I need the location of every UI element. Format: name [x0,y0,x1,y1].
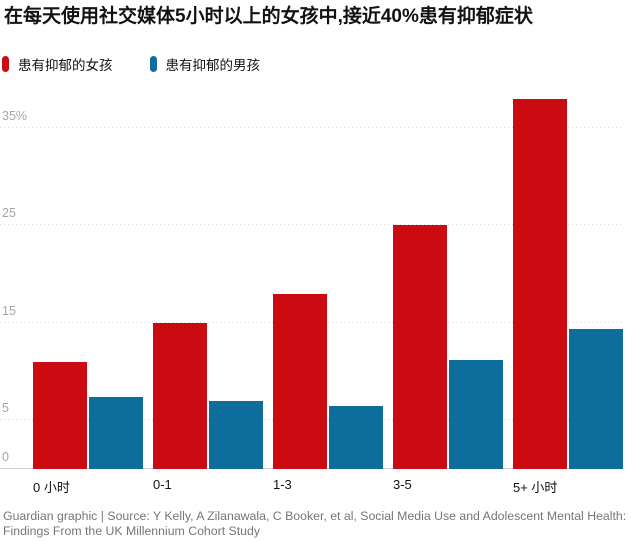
y-tick-label: 5 [2,401,9,416]
x-tick-label: 3-5 [393,477,412,492]
bar-girls [513,98,567,469]
bar-boys [569,328,623,469]
x-tick-label: 0 小时 [33,480,70,495]
bar-girls [33,361,87,469]
y-tick-label: 35% [2,109,28,123]
bar-girls [153,322,207,469]
legend-label-boys: 患有抑郁的男孩 [165,58,261,73]
bar-boys [329,405,383,469]
legend-item-boys: 患有抑郁的男孩 [149,54,261,74]
bar-boys [209,400,263,469]
girls-legend-swatch-icon [2,56,9,72]
legend-label-girls: 患有抑郁的女孩 [18,58,113,73]
plot-area: 0 5 15 25 35% [0,90,623,469]
x-tick-label: 0-1 [153,477,172,492]
bar-boys [449,359,503,469]
y-tick-label: 0 [2,450,9,464]
gridline [0,127,622,128]
x-tick-label: 5+ 小时 [513,480,558,495]
bar-boys [89,396,143,469]
bar-girls [393,225,447,469]
x-tick-label: 1-3 [273,477,292,492]
chart-title: 在每天使用社交媒体5小时以上的女孩中,接近40%患有抑郁症状 [4,6,533,27]
bar-girls [273,293,327,469]
boys-legend-swatch-icon [149,56,157,72]
y-tick-label: 25 [2,206,16,221]
source-text: Guardian graphic | Source: Y Kelly, A Zi… [3,509,626,539]
source-line-1: Guardian graphic | Source: Y Kelly, A Zi… [3,509,627,523]
source-line-2: Findings From the UK Millennium Cohort S… [3,524,260,538]
legend-item-girls: 患有抑郁的女孩 [2,54,113,74]
y-tick-label: 15 [2,303,16,318]
gridline [0,224,622,226]
legend: 患有抑郁的女孩 患有抑郁的男孩 [2,54,260,74]
